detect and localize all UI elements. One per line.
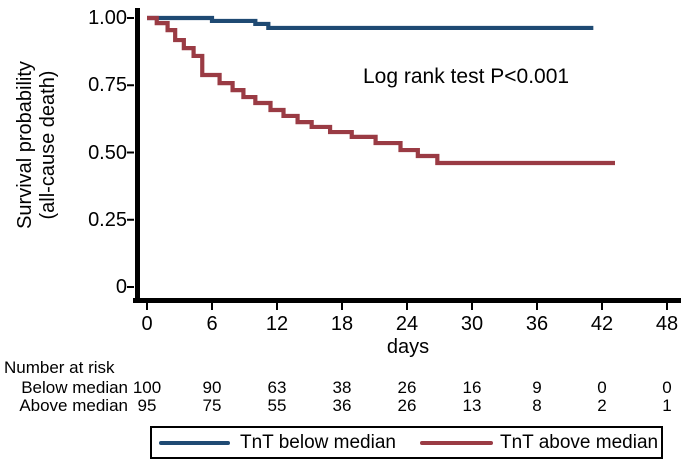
risk-count: 0	[597, 378, 607, 397]
risk-row-label-above: Above median	[19, 396, 128, 415]
risk-count: 36	[332, 396, 352, 415]
y-tick-label: 0.50	[88, 141, 127, 164]
legend-box: TnT below median TnT above median	[150, 426, 663, 459]
y-axis-title: Survival probability (all-cause death)	[14, 61, 60, 229]
risk-count: 38	[332, 378, 352, 397]
x-tick-label: 18	[330, 313, 354, 335]
legend-line-below-median	[159, 440, 230, 445]
x-tick-label: 36	[525, 313, 549, 335]
km-curve-above-median	[147, 15, 615, 166]
risk-count: 8	[532, 396, 542, 415]
x-tick-label: 6	[206, 313, 218, 335]
risk-count: 9	[532, 378, 542, 397]
risk-count: 26	[397, 378, 417, 397]
risk-row-label-below: Below median	[21, 378, 128, 397]
risk-count: 75	[202, 396, 222, 415]
y-tick-label: 0.75	[88, 74, 127, 97]
y-tick-label: 1.00	[88, 7, 127, 29]
legend-label-below-median: TnT below median	[240, 432, 396, 453]
y-tick-label: 0	[115, 276, 127, 298]
log-rank-annotation: Log rank test P<0.001	[363, 65, 570, 88]
risk-count: 16	[462, 378, 482, 397]
x-tick-label: 24	[395, 313, 419, 335]
y-tick-label: 0.25	[88, 208, 127, 231]
y-axis-title-line1: Survival probability	[14, 61, 36, 229]
x-tick-label: 48	[655, 313, 679, 335]
x-tick-label: 0	[141, 313, 153, 335]
risk-count: 100	[132, 378, 162, 397]
x-tick-label: 42	[590, 313, 614, 335]
risk-count: 63	[267, 378, 287, 397]
risk-count: 2	[597, 396, 607, 415]
risk-count: 1	[662, 396, 672, 415]
km-curve-below-median	[147, 15, 594, 31]
risk-count: 26	[397, 396, 417, 415]
risk-count: 13	[462, 396, 482, 415]
x-tick-label: 30	[460, 313, 484, 335]
risk-count: 90	[202, 378, 222, 397]
risk-table-header: Number at risk	[4, 358, 115, 377]
legend-label-above-median: TnT above median	[500, 432, 659, 453]
risk-count: 0	[662, 378, 672, 397]
risk-count: 55	[267, 396, 287, 415]
risk-count: 95	[137, 396, 157, 415]
x-tick-label: 12	[265, 313, 289, 335]
x-axis-title: days	[386, 336, 430, 358]
legend-line-above-median	[420, 440, 493, 445]
